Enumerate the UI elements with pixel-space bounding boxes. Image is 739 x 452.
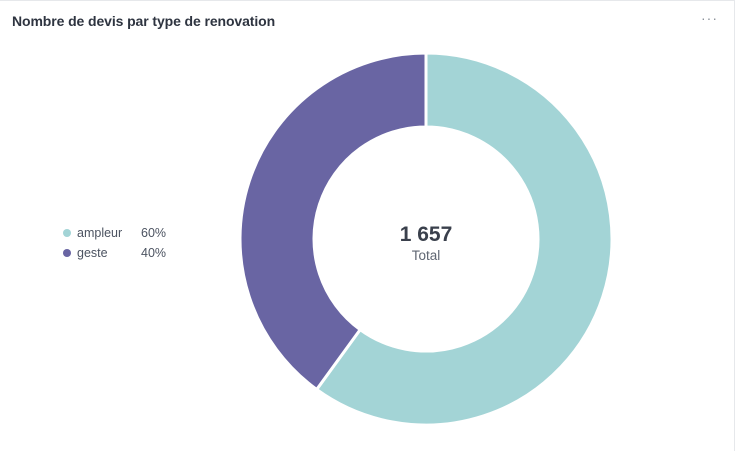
- legend-label: ampleur: [77, 226, 123, 240]
- card-title: Nombre de devis par type de renovation: [12, 13, 276, 29]
- more-options-icon[interactable]: ···: [701, 10, 718, 26]
- legend-swatch-geste: [63, 249, 71, 257]
- legend-percent: 60%: [141, 226, 167, 240]
- legend-percent: 40%: [141, 246, 167, 260]
- donut-slice-ampleur[interactable]: [314, 51, 614, 427]
- legend-item-ampleur[interactable]: ampleur 60%: [63, 223, 166, 243]
- legend: ampleur 60% geste 40%: [63, 223, 166, 263]
- donut-slice-geste[interactable]: [238, 51, 428, 392]
- total-label: Total: [412, 248, 441, 263]
- legend-item-geste[interactable]: geste 40%: [63, 243, 166, 263]
- legend-swatch-ampleur: [63, 229, 71, 237]
- total-value: 1 657: [400, 223, 453, 246]
- donut-slices: [238, 51, 614, 427]
- legend-label: geste: [77, 246, 108, 260]
